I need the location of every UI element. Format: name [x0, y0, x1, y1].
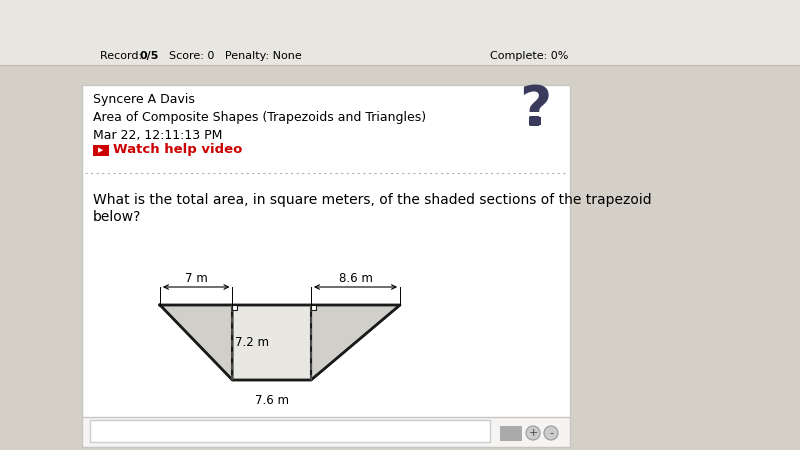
Bar [0, 0, 800, 65]
Text: ?: ? [519, 83, 551, 137]
Text: 0/5: 0/5 [140, 51, 159, 61]
Text: Score: 0   Penalty: None: Score: 0 Penalty: None [162, 51, 302, 61]
Text: +: + [528, 428, 538, 438]
Text: -: - [549, 428, 553, 438]
Bar [233, 305, 238, 310]
Polygon shape [233, 305, 311, 380]
Bar [529, 117, 541, 125]
Circle shape [544, 426, 558, 440]
Text: Syncere A Davis: Syncere A Davis [93, 94, 195, 107]
Bar [93, 145, 109, 156]
Bar [311, 305, 316, 310]
Text: 7 m: 7 m [185, 272, 207, 285]
FancyBboxPatch shape [90, 420, 490, 442]
Text: 7.2 m: 7.2 m [235, 336, 270, 349]
Text: 8.6 m: 8.6 m [338, 272, 373, 285]
Text: below?: below? [93, 210, 142, 224]
Polygon shape [160, 305, 233, 380]
Text: What is the total area, in square meters, of the shaded sections of the trapezoi: What is the total area, in square meters… [93, 193, 652, 207]
Circle shape [526, 426, 540, 440]
Text: Complete: 0%: Complete: 0% [490, 51, 568, 61]
Text: Watch help video: Watch help video [113, 144, 242, 157]
Bar [500, 426, 522, 441]
Text: ▶: ▶ [98, 147, 104, 153]
Text: Record:: Record: [100, 51, 146, 61]
Text: Mar 22, 12:11:13 PM: Mar 22, 12:11:13 PM [93, 130, 222, 143]
Polygon shape [311, 305, 400, 380]
Bar [82, 417, 570, 447]
Text: Area of Composite Shapes (Trapezoids and Triangles): Area of Composite Shapes (Trapezoids and… [93, 112, 426, 125]
Text: 7.6 m: 7.6 m [254, 394, 289, 407]
FancyBboxPatch shape [82, 85, 570, 430]
